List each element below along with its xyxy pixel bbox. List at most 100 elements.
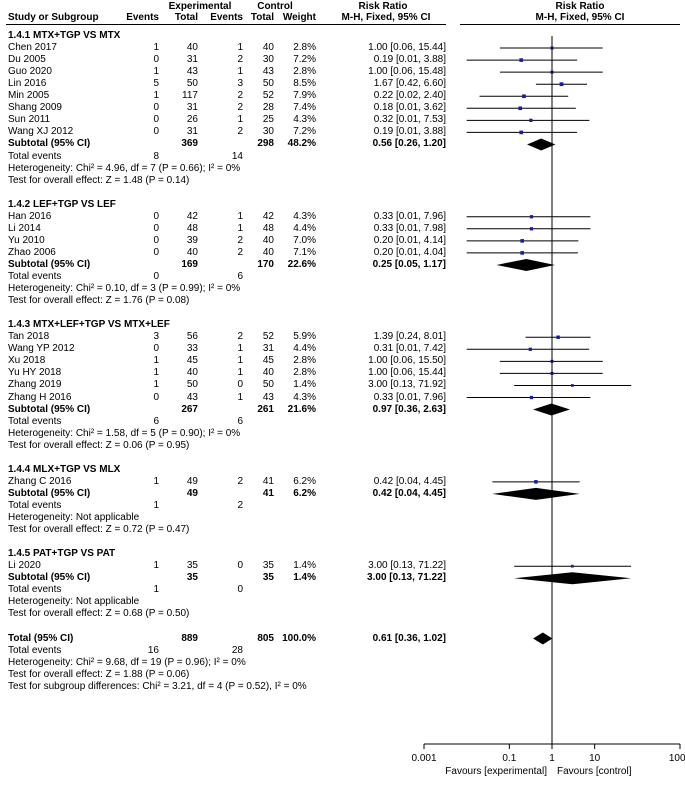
subtotal-experimental-total: 49 xyxy=(186,487,198,499)
study-risk-ratio-ci: 1.00 [0.06, 15.50] xyxy=(368,355,446,367)
summary-statistic: Test for overall effect: Z = 1.76 (P = 0… xyxy=(8,295,190,307)
subtotal-weight: 22.6% xyxy=(287,258,316,270)
study-weight: 2.8% xyxy=(293,367,316,379)
study-name: Guo 2020 xyxy=(8,66,52,78)
control-events-header: Events xyxy=(210,12,243,23)
study-experimental-events: 0 xyxy=(153,391,159,403)
subtotal-control-total: 298 xyxy=(257,138,274,150)
study-risk-ratio-ci: 0.33 [0.01, 7.98] xyxy=(373,222,446,234)
study-risk-ratio-ci: 0.18 [0.01, 3.62] xyxy=(373,102,446,114)
subgroup-heading: 1.4.1 MTX+TGP VS MTX xyxy=(8,30,121,41)
subtotal-control-total: 261 xyxy=(257,403,274,415)
control-group-header: Control xyxy=(257,1,293,12)
events-control-events: 6 xyxy=(237,415,243,427)
point-estimate-marker xyxy=(529,227,534,231)
subtotal-risk-ratio-ci: 0.56 [0.26, 1.20] xyxy=(372,138,446,150)
study-name: Tan 2018 xyxy=(8,331,50,343)
study-experimental-total: 50 xyxy=(186,379,198,391)
study-name: Zhang H 2016 xyxy=(8,391,72,403)
subgroup-heading: 1.4.2 LEF+TGP VS LEF xyxy=(8,198,116,210)
study-name: Du 2005 xyxy=(8,54,46,66)
summary-statistic: Heterogeneity: Chi² = 4.96, df = 7 (P = … xyxy=(8,162,241,174)
subtotal-diamond xyxy=(514,572,632,585)
subtotal-diamond xyxy=(492,487,580,500)
point-estimate-marker xyxy=(522,94,526,99)
study-weight: 5.9% xyxy=(293,331,316,343)
study-experimental-total: 31 xyxy=(186,102,198,114)
summary-statistic: Test for overall effect: Z = 0.72 (P = 0… xyxy=(8,524,190,536)
study-risk-ratio-ci: 0.22 [0.02, 2.40] xyxy=(373,90,446,102)
study-weight: 4.3% xyxy=(293,391,316,403)
study-risk-ratio-ci: 3.00 [0.13, 71.22] xyxy=(368,560,446,572)
study-control-total: 28 xyxy=(262,102,274,114)
events-name: Total events xyxy=(8,644,62,656)
study-experimental-events: 0 xyxy=(153,126,159,138)
study-weight: 1.4% xyxy=(293,379,316,391)
events-control-events: 28 xyxy=(231,644,243,656)
study-risk-ratio-ci: 3.00 [0.13, 71.92] xyxy=(368,379,446,391)
subtotal-name: Subtotal (95% CI) xyxy=(8,572,91,584)
study-name: Chen 2017 xyxy=(8,42,57,54)
subtotal-risk-ratio-ci: 0.25 [0.05, 1.17] xyxy=(372,258,446,270)
study-weight: 2.8% xyxy=(293,66,316,78)
study-risk-ratio-ci: 0.32 [0.01, 7.53] xyxy=(373,114,446,126)
point-estimate-marker xyxy=(571,384,574,387)
study-risk-ratio-ci: 0.20 [0.01, 4.04] xyxy=(373,246,446,258)
study-experimental-total: 39 xyxy=(186,234,198,246)
point-estimate-marker xyxy=(528,347,532,351)
study-weight: 7.2% xyxy=(293,54,316,66)
summary-statistic: Heterogeneity: Chi² = 9.68, df = 19 (P =… xyxy=(8,656,246,668)
study-experimental-events: 1 xyxy=(153,66,159,78)
point-estimate-marker xyxy=(520,251,524,255)
study-weight: 2.8% xyxy=(293,355,316,367)
subtotal-experimental-total: 369 xyxy=(181,138,198,150)
risk-ratio-column-title: Risk Ratio xyxy=(358,1,408,12)
events-name: Total events xyxy=(8,150,62,162)
study-experimental-total: 40 xyxy=(186,246,198,258)
subgroup-heading: 1.4.5 PAT+TGP VS PAT xyxy=(8,548,116,560)
study-experimental-events: 0 xyxy=(153,222,159,234)
study-name: Li 2014 xyxy=(8,222,41,234)
point-estimate-marker xyxy=(529,395,534,400)
study-control-total: 52 xyxy=(262,90,274,102)
study-risk-ratio-ci: 1.00 [0.06, 15.44] xyxy=(368,367,446,379)
study-weight: 4.3% xyxy=(293,114,316,126)
point-estimate-marker xyxy=(534,480,538,484)
subtotal-weight: 21.6% xyxy=(287,403,316,415)
study-control-total: 43 xyxy=(262,391,274,403)
subtotal-risk-ratio-ci: 0.97 [0.36, 2.63] xyxy=(372,403,446,415)
subtotal-diamond xyxy=(527,138,556,151)
study-control-total: 45 xyxy=(262,355,274,367)
point-estimate-marker xyxy=(556,335,560,339)
study-control-total: 40 xyxy=(262,234,274,246)
study-experimental-total: 26 xyxy=(186,114,198,126)
summary-statistic: Heterogeneity: Chi² = 0.10, df = 3 (P = … xyxy=(8,283,241,295)
favours-experimental-label: Favours [experimental] xyxy=(445,766,547,777)
study-control-total: 25 xyxy=(262,114,274,126)
study-control-events: 0 xyxy=(237,379,243,391)
point-estimate-marker xyxy=(518,106,523,111)
study-control-total: 50 xyxy=(262,379,274,391)
study-name: Yu HY 2018 xyxy=(8,367,62,379)
study-control-events: 1 xyxy=(237,391,243,403)
study-control-events: 1 xyxy=(237,355,243,367)
study-risk-ratio-ci: 0.42 [0.04, 4.45] xyxy=(373,475,446,487)
total-weight: 100.0% xyxy=(282,632,316,644)
study-experimental-events: 0 xyxy=(153,102,159,114)
subtotal-name: Subtotal (95% CI) xyxy=(8,403,91,415)
study-control-total: 50 xyxy=(262,78,274,90)
x-tick-label: 0.1 xyxy=(502,753,516,764)
study-control-total: 43 xyxy=(262,66,274,78)
subtotal-experimental-total: 35 xyxy=(186,572,198,584)
study-control-total: 30 xyxy=(262,54,274,66)
study-experimental-events: 1 xyxy=(153,355,159,367)
study-experimental-total: 31 xyxy=(186,54,198,66)
point-estimate-marker xyxy=(559,82,564,87)
events-name: Total events xyxy=(8,271,62,282)
plot-title: Risk Ratio xyxy=(555,1,605,12)
total-control-total: 805 xyxy=(257,632,274,644)
summary-statistic: Heterogeneity: Not applicable xyxy=(8,596,140,608)
study-name: Wang YP 2012 xyxy=(8,343,75,355)
study-experimental-events: 1 xyxy=(153,379,159,391)
study-risk-ratio-ci: 0.19 [0.01, 3.88] xyxy=(373,126,446,138)
